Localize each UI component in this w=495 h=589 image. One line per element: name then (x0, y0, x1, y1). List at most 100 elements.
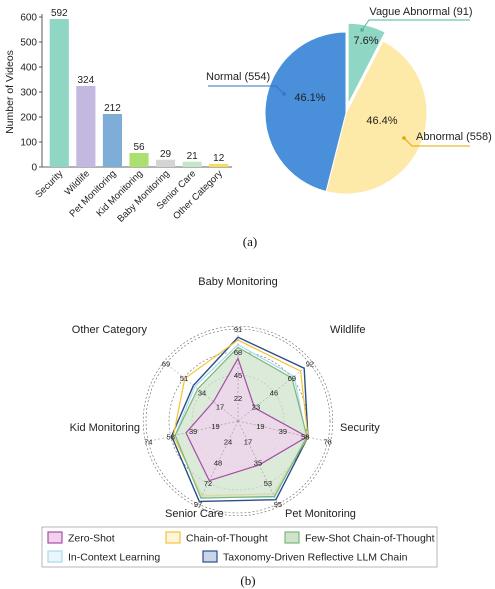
bar-chart: 0 100 200 300 400 500 600 Number of Videos 592 Se… (4, 8, 232, 225)
legend-frame (41, 526, 438, 568)
radar-value-label: 45 (234, 371, 242, 380)
radar-axis-label: Wildlife (330, 324, 365, 336)
radar-series-polygon (185, 356, 309, 482)
caption-b: (b) (240, 573, 255, 588)
pie-leader-dot (402, 136, 406, 140)
bar (102, 114, 122, 167)
legend-label: In-Context Learning (68, 552, 160, 564)
pie-slice (264, 31, 347, 193)
pie-percent-label: 46.4% (366, 115, 397, 127)
radar-value-label: 19 (211, 422, 219, 431)
radar-value-label: 58 (167, 432, 175, 441)
radar-spoke (237, 363, 311, 422)
radar-axis-label: Pet Monitoring (285, 508, 356, 520)
legend-swatch (47, 550, 63, 563)
radar-legend: Zero-Shot Chain-of-Thought Few-Shot Chain-… (41, 526, 438, 568)
y-tick-label: 600 (20, 13, 37, 24)
radar-axis-label: Senior Care (165, 508, 224, 520)
radar-value-label: 17 (244, 438, 252, 447)
radar-spoke (197, 420, 239, 504)
bar-value-label: 21 (187, 151, 199, 162)
bar (209, 164, 229, 167)
bar (76, 86, 96, 167)
radar-value-label: 58 (301, 432, 309, 441)
bar-value-label: 56 (133, 142, 145, 153)
bar (156, 159, 176, 167)
bar-value-label: 12 (213, 153, 225, 164)
radar-value-label: 69 (162, 360, 170, 369)
radar-axis-label: Kid Monitoring (70, 422, 140, 434)
radar-value-label: 39 (189, 427, 197, 436)
pie-callout-label: Vague Abnormal (91) (369, 6, 472, 18)
legend-swatch (284, 531, 300, 544)
bar (129, 153, 149, 167)
legend-label: Few-Shot Chain-of-Thought (305, 533, 435, 545)
radar-value-label: 91 (234, 325, 242, 334)
legend-swatch (202, 550, 218, 563)
legend-label: Taxonomy-Driven Reflective LLM Chain (223, 552, 408, 564)
bar-value-label: 592 (51, 8, 68, 19)
y-tick-label: 300 (20, 88, 37, 99)
pie-callout-label: Normal (554) (206, 71, 270, 83)
pie-slice (347, 22, 386, 105)
legend-swatch (47, 531, 63, 544)
bar (182, 161, 202, 167)
legend-swatch (165, 531, 181, 544)
radar-spoke (237, 420, 279, 504)
y-tick-label: 0 (31, 163, 37, 174)
pie-leader-line (208, 85, 285, 95)
bar-value-label: 29 (160, 149, 172, 160)
radar-value-label: 23 (252, 403, 260, 412)
pie-leader-line (361, 19, 470, 31)
x-tick-label: Security (33, 168, 65, 200)
pie-callout-label: Abnormal (558) (416, 131, 492, 143)
pie-slice (325, 40, 428, 195)
radar-axis-label: Baby Monitoring (198, 276, 278, 288)
radar-spoke (237, 420, 328, 442)
radar-series-polygon (170, 336, 309, 503)
radar-value-label: 78 (324, 437, 332, 446)
legend-label: Zero-Shot (68, 533, 115, 545)
radar-value-label: 46 (270, 388, 278, 397)
y-tick-label: 200 (20, 113, 37, 124)
bar (49, 19, 69, 167)
y-tick-label: 400 (20, 63, 37, 74)
radar-value-label: 69 (288, 374, 296, 383)
y-tick-label: 500 (20, 38, 37, 49)
radar-grid-ring (145, 328, 331, 514)
radar-value-label: 72 (204, 479, 212, 488)
legend-label: Chain-of-Thought (186, 533, 268, 545)
radar-spoke (148, 420, 239, 442)
radar-value-label: 53 (264, 479, 272, 488)
radar-value-label: 34 (198, 388, 206, 397)
radar-value-label: 24 (224, 438, 232, 447)
radar-value-label: 51 (180, 374, 188, 383)
radar-value-label: 39 (279, 427, 287, 436)
radar-value-label: 95 (274, 500, 282, 509)
pie-leader-dot (360, 28, 364, 32)
radar-value-label: 92 (306, 360, 314, 369)
pie-leader-line (403, 137, 470, 147)
radar-value-label: 35 (254, 458, 262, 467)
radar-value-label: 74 (144, 437, 152, 446)
radar-value-label: 68 (234, 348, 242, 357)
bar-value-label: 324 (78, 75, 95, 86)
pie-percent-label: 7.6% (353, 35, 378, 47)
radar-value-label: 97 (194, 500, 202, 509)
y-tick-label: 100 (20, 138, 37, 149)
radar-spoke (165, 363, 239, 422)
pie-leader-dot (282, 92, 286, 96)
radar-value-label: 17 (216, 403, 224, 412)
radar-chart: 91 68 45 22 92 69 46 23 78 58 39 19 95 53 35 17 97 72 48 24… (70, 276, 381, 520)
radar-outer-ring (142, 325, 334, 517)
caption-a: (a) (243, 234, 257, 249)
radar-axis-label: Security (340, 422, 380, 434)
bar-value-label: 212 (104, 103, 121, 114)
radar-axis-label: Other Category (72, 324, 148, 336)
pie-percent-label: 46.1% (294, 92, 325, 104)
pie-chart: 7.6% 46.4% 46.1% Vague Abnormal (91) Abnorma… (206, 6, 492, 195)
radar-value-label: 19 (256, 422, 264, 431)
y-axis-title: Number of Videos (4, 50, 16, 134)
